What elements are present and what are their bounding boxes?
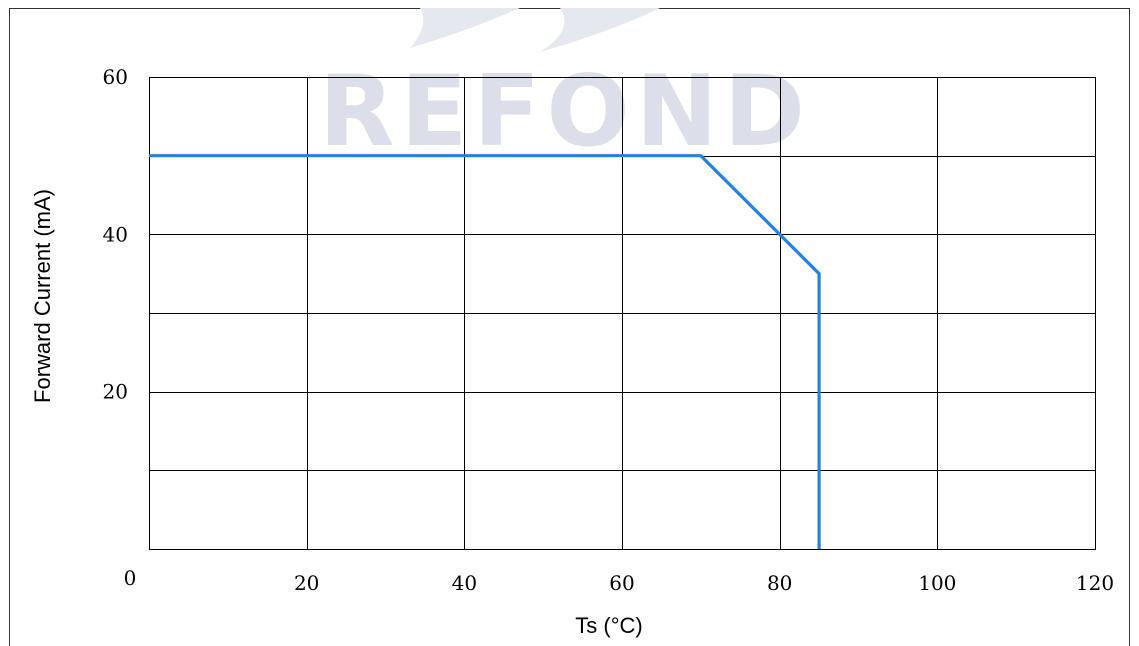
watermark-swoosh-2 <box>540 8 660 52</box>
series-group <box>149 154 821 549</box>
x-tick-label: 0 <box>124 566 137 590</box>
x-tick-label: 20 <box>294 571 319 595</box>
plot-frame <box>149 77 1096 550</box>
y-axis-title: Forward Current (mA) <box>30 189 55 403</box>
y-tick-label: 40 <box>103 222 128 246</box>
watermark-swoosh-1 <box>410 8 520 48</box>
x-tick-label: 60 <box>609 571 634 595</box>
grid-lines <box>149 77 1096 549</box>
watermark-text: REFOND <box>319 55 811 169</box>
series-line <box>149 154 821 549</box>
x-tick-labels: 0 20 40 60 80 100 120 <box>124 566 1114 595</box>
y-tick-label: 20 <box>103 380 128 404</box>
y-tick-label: 60 <box>103 65 128 89</box>
y-tick-labels: 20 40 60 <box>103 65 128 404</box>
x-axis-title: Ts (°C) <box>575 613 642 638</box>
x-tick-label: 100 <box>918 571 956 595</box>
x-tick-label: 40 <box>452 571 477 595</box>
watermark-logo: REFOND <box>319 8 811 169</box>
x-tick-label: 80 <box>767 571 792 595</box>
x-tick-label: 120 <box>1076 571 1114 595</box>
